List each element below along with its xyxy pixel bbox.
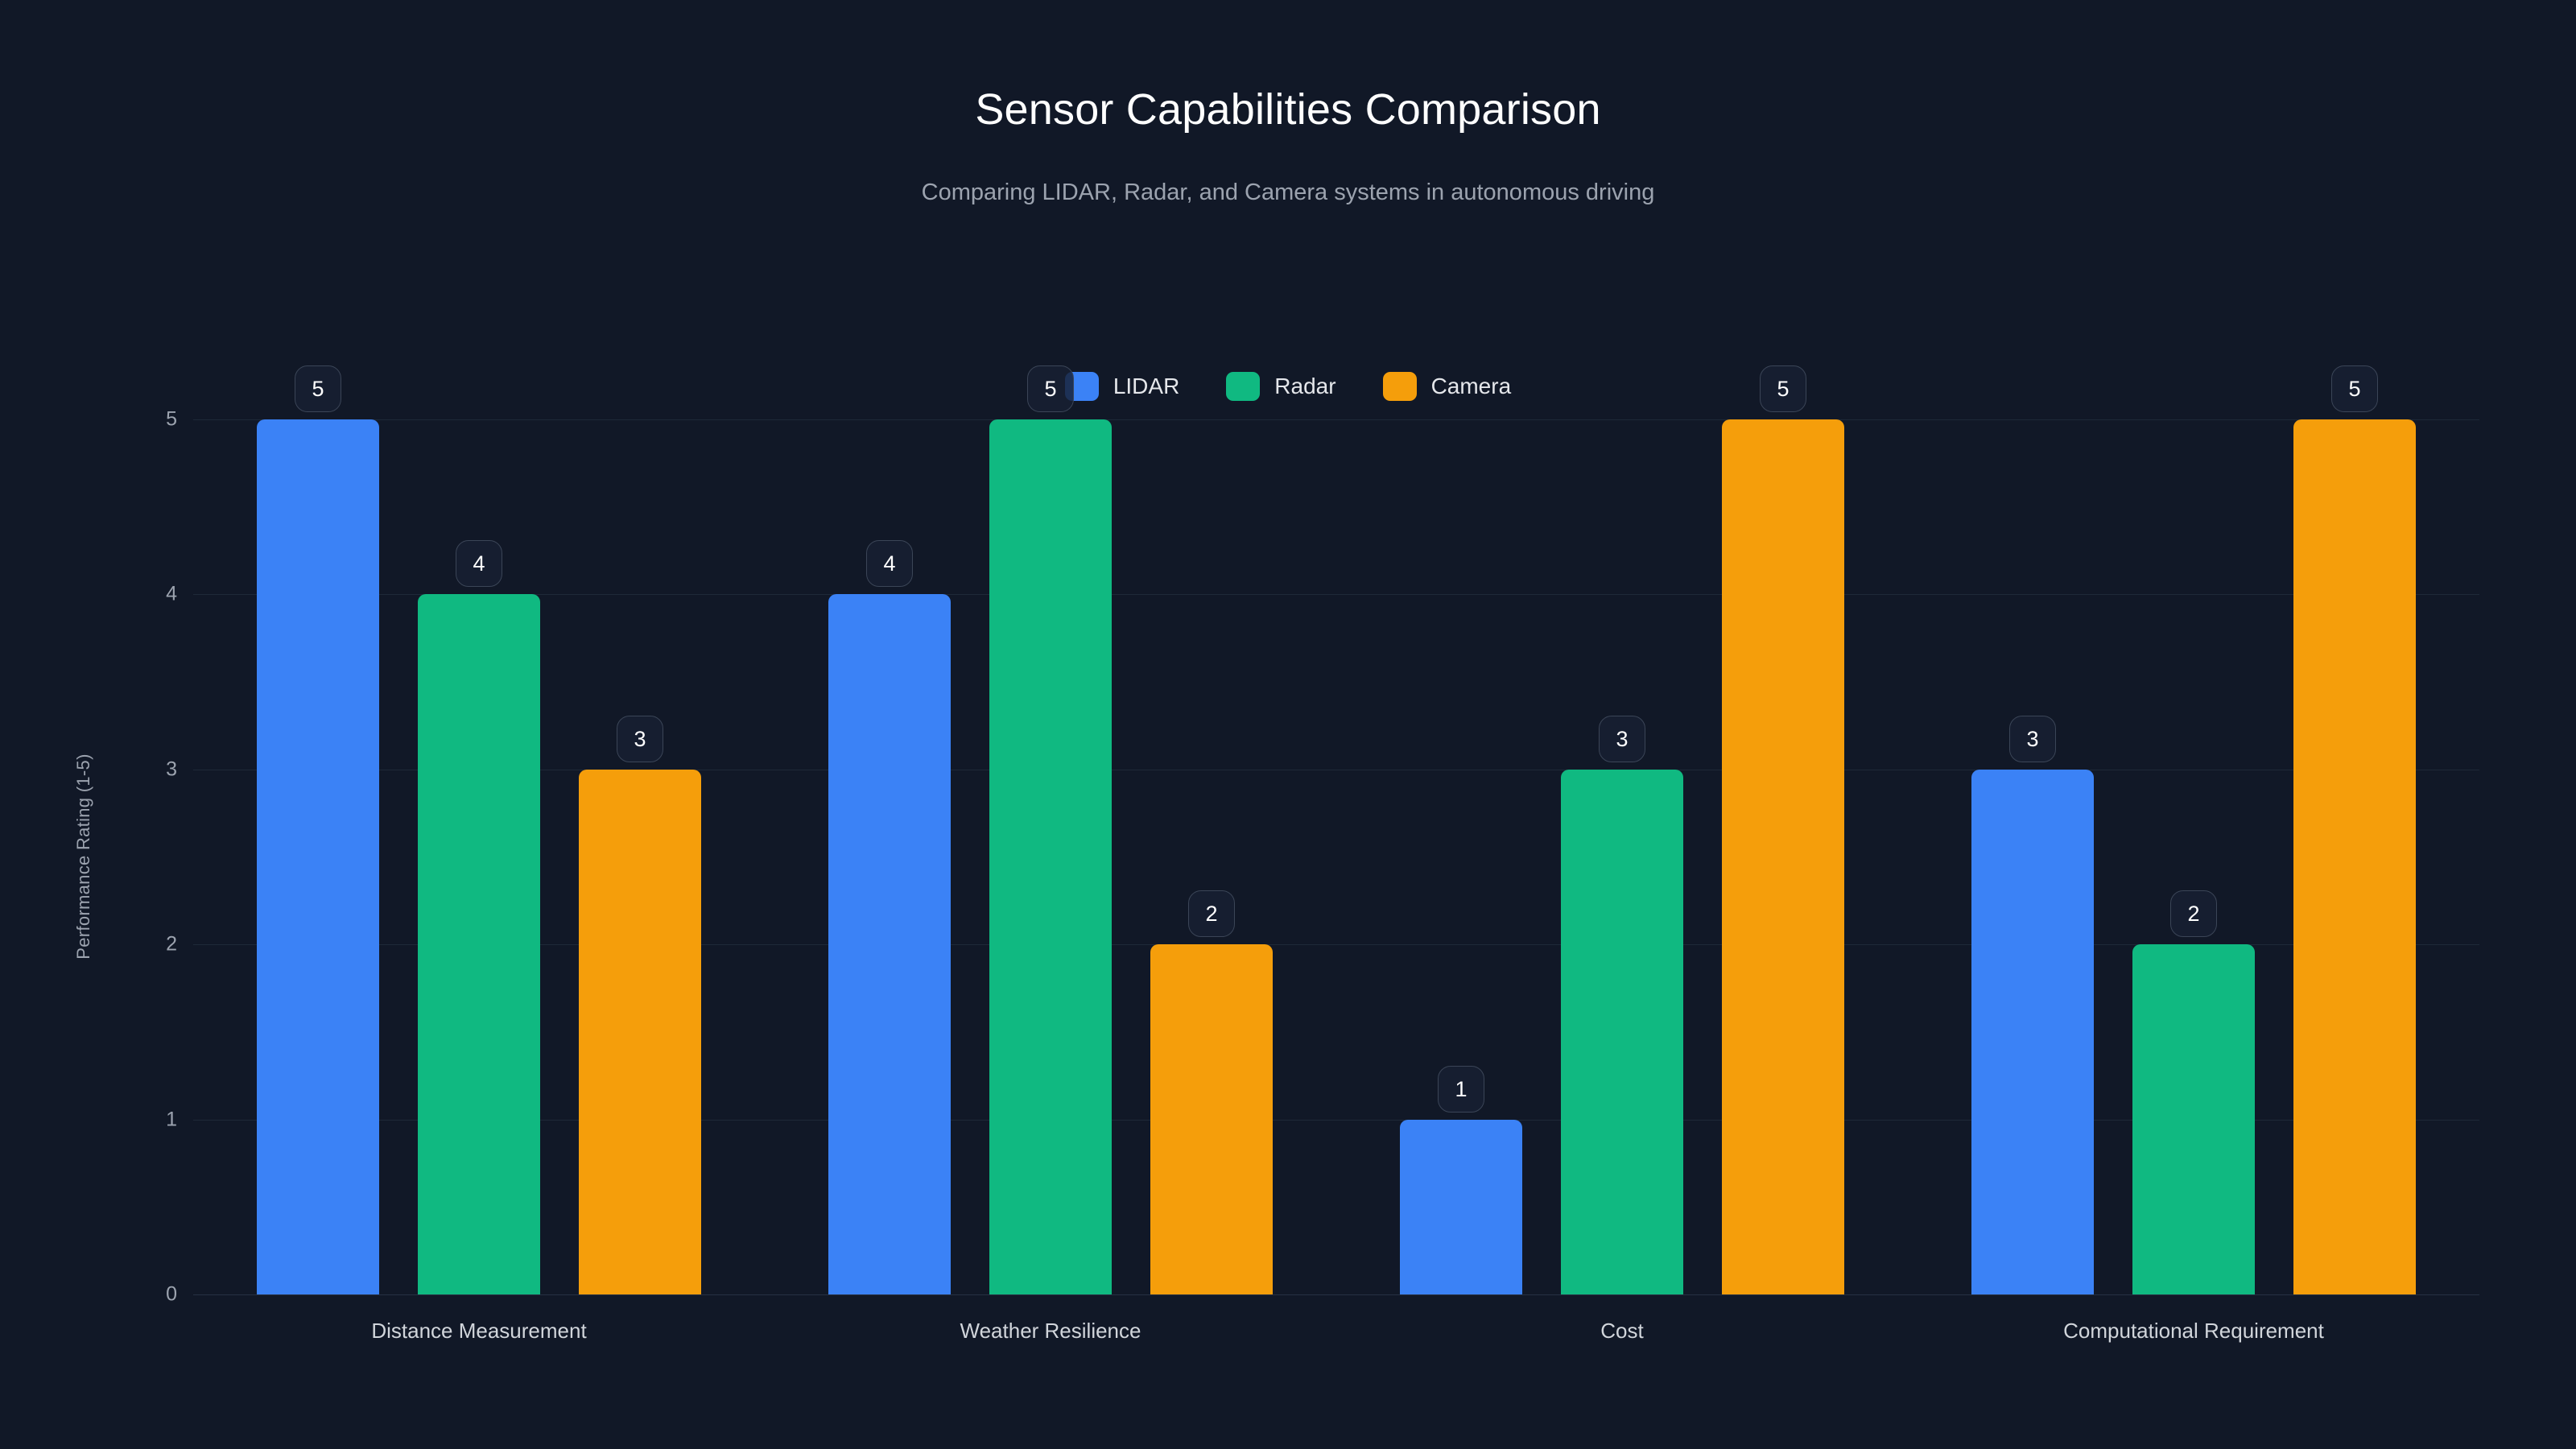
y-axis-tick-labels: 0 1 2 3 4 5 xyxy=(121,409,177,1304)
value-badge: 5 xyxy=(1760,365,1806,412)
value-badge: 5 xyxy=(295,365,341,412)
legend-item-radar[interactable]: Radar xyxy=(1226,372,1336,401)
bar-radar-cost[interactable] xyxy=(1561,769,1683,1294)
gridline-1 xyxy=(193,1119,2479,1121)
y-tick-label: 1 xyxy=(166,1108,177,1131)
y-axis-title: Performance Rating (1-5) xyxy=(73,753,93,960)
legend-item-lidar[interactable]: LIDAR xyxy=(1064,372,1180,401)
value-badge: 5 xyxy=(1027,365,1074,412)
value-badge: 3 xyxy=(1599,715,1645,762)
y-tick-label: 3 xyxy=(166,758,177,781)
bar-camera-distance-measurement[interactable] xyxy=(579,769,701,1294)
value-badge: 3 xyxy=(2009,715,2056,762)
value-badge: 3 xyxy=(617,715,663,762)
bar-lidar-distance-measurement[interactable] xyxy=(257,419,379,1294)
gridline-0 xyxy=(193,1294,2479,1295)
bar-camera-computational-requirement[interactable] xyxy=(2293,419,2416,1294)
gridline-5 xyxy=(193,419,2479,420)
y-tick-label: 4 xyxy=(166,582,177,605)
bar-camera-weather-resilience[interactable] xyxy=(1150,944,1273,1294)
x-category-label: Cost xyxy=(1600,1319,1644,1343)
x-category-label: Computational Requirement xyxy=(2063,1319,2324,1343)
legend-item-camera[interactable]: Camera xyxy=(1382,372,1512,401)
value-badge: 2 xyxy=(2170,890,2217,938)
value-badge: 4 xyxy=(456,540,502,588)
x-category-label: Weather Resilience xyxy=(960,1319,1141,1343)
legend-label: LIDAR xyxy=(1113,374,1180,398)
bar-radar-weather-resilience[interactable] xyxy=(989,419,1112,1294)
chart-legend: LIDAR Radar Camera xyxy=(0,372,2576,401)
legend-swatch-icon xyxy=(1382,372,1417,401)
bars-layer: 5 4 3 4 5 2 1 3 5 3 2 5 xyxy=(193,365,2479,1294)
legend-label: Radar xyxy=(1274,374,1336,398)
bar-radar-distance-measurement[interactable] xyxy=(418,594,540,1294)
value-badge: 5 xyxy=(2331,365,2378,412)
chart-header: Sensor Capabilities Comparison Comparing… xyxy=(0,0,2576,206)
bar-lidar-computational-requirement[interactable] xyxy=(1971,769,2094,1294)
y-tick-label: 0 xyxy=(166,1282,177,1306)
value-badge: 4 xyxy=(866,540,913,588)
x-axis-category-labels: Distance Measurement Weather Resilience Co… xyxy=(193,1320,2479,1356)
bar-radar-computational-requirement[interactable] xyxy=(2132,944,2255,1294)
y-tick-label: 5 xyxy=(166,407,177,431)
value-badge: 2 xyxy=(1188,890,1235,938)
page-title: Sensor Capabilities Comparison xyxy=(975,85,1601,134)
x-category-label: Distance Measurement xyxy=(371,1319,587,1343)
bar-lidar-weather-resilience[interactable] xyxy=(828,594,951,1294)
legend-swatch-icon xyxy=(1226,372,1261,401)
value-badge: 1 xyxy=(1438,1065,1484,1113)
chart-subtitle: Comparing LIDAR, Radar, and Camera syste… xyxy=(921,180,1655,205)
gridline-2 xyxy=(193,944,2479,946)
y-tick-label: 2 xyxy=(166,932,177,956)
bar-camera-cost[interactable] xyxy=(1722,419,1844,1294)
legend-label: Camera xyxy=(1430,374,1512,398)
gridline-4 xyxy=(193,594,2479,596)
bar-lidar-cost[interactable] xyxy=(1400,1119,1522,1294)
plot-gridlines xyxy=(193,419,2479,1295)
